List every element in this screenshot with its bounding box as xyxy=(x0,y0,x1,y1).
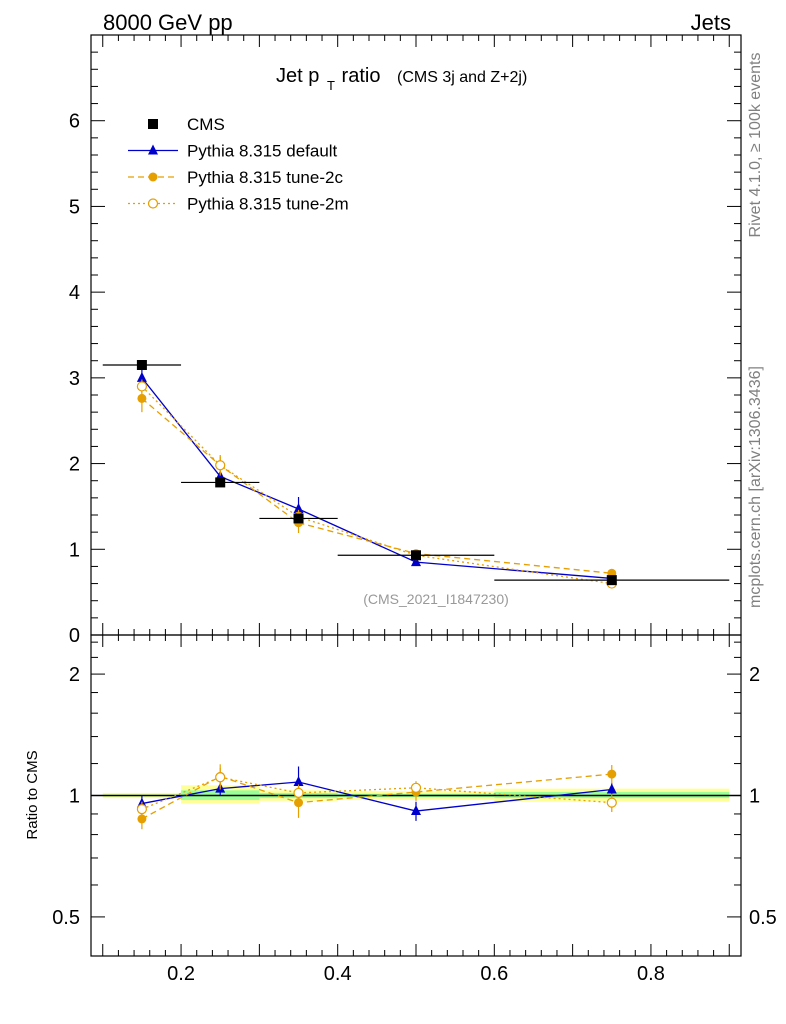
main-panel: 0 1 2 3 4 5 6 (CMS_2021_I1847230) xyxy=(69,34,742,647)
ratio-y-tick-label-right: 1 xyxy=(749,786,760,808)
x-tick-labels: 0.2 0.4 0.6 0.8 xyxy=(167,963,665,985)
ratio-y-tick-label-left: 1 xyxy=(69,786,80,808)
ratio-y-tick-labels: 0.5 0.5 1 1 2 2 xyxy=(52,664,777,929)
data-point xyxy=(136,360,147,370)
ratio-series xyxy=(91,764,741,830)
legend-item: Pythia 8.315 default xyxy=(128,142,338,161)
ratio-axis-ticks xyxy=(91,635,741,957)
title-main: Jet p xyxy=(276,65,319,87)
title-sub: T xyxy=(327,78,335,93)
ratio-series-pythia-8-315-tune-2m xyxy=(136,767,617,817)
legend-item: Pythia 8.315 tune-2m xyxy=(128,195,349,214)
x-tick-label: 0.6 xyxy=(480,963,508,985)
main-y-tick-label: 0 xyxy=(69,625,80,647)
ratio-y-tick-label-right: 0.5 xyxy=(749,907,777,929)
ratio-point xyxy=(607,769,617,779)
title-note: (CMS 3j and Z+2j) xyxy=(397,69,527,86)
legend-label: Pythia 8.315 default xyxy=(187,142,338,161)
data-point xyxy=(136,371,147,382)
ratio-point xyxy=(137,814,147,824)
series-line xyxy=(141,385,612,585)
series-line xyxy=(141,377,612,580)
data-point xyxy=(137,393,147,403)
data-point xyxy=(215,477,226,488)
legend-marker xyxy=(147,198,159,209)
ratio-series-line xyxy=(141,776,612,810)
series-line xyxy=(141,397,612,574)
ratio-point xyxy=(293,787,304,798)
ratio-point xyxy=(606,783,617,794)
main-y-tick-label: 2 xyxy=(69,454,80,476)
ratio-point xyxy=(411,805,421,816)
header-left: 8000 GeV pp xyxy=(103,10,233,35)
legend-label: CMS xyxy=(187,115,225,134)
main-y-tick-label: 3 xyxy=(69,368,80,390)
ratio-panel: 0.5 0.5 1 1 2 2 Ratio to CMS xyxy=(24,634,777,957)
rivet-label: Rivet 4.1.0, ≥ 100k events xyxy=(747,53,764,238)
data-point xyxy=(293,513,304,524)
x-tick-label: 0.8 xyxy=(637,963,665,985)
x-tick-label: 0.4 xyxy=(324,963,352,985)
watermark: (CMS_2021_I1847230) xyxy=(363,591,509,607)
data-point xyxy=(215,460,226,471)
series-pythia-8-315-tune-2c xyxy=(137,384,617,578)
data-point xyxy=(606,575,617,586)
main-y-tick-labels: 0 1 2 3 4 5 6 xyxy=(69,111,80,647)
legend-label: Pythia 8.315 tune-2c xyxy=(187,168,343,187)
legend-marker xyxy=(148,144,158,155)
header-right: Jets xyxy=(691,10,731,35)
ratio-y-axis-label: Ratio to CMS xyxy=(24,750,41,839)
main-y-tick-label: 5 xyxy=(69,196,80,218)
data-point xyxy=(293,503,304,513)
main-series xyxy=(102,360,730,589)
legend: CMS Pythia 8.315 default Pythia 8.315 tune… xyxy=(128,115,349,214)
legend-item: CMS xyxy=(148,115,225,134)
legend-label: Pythia 8.315 tune-2m xyxy=(187,195,349,214)
legend-marker xyxy=(148,119,158,129)
data-point xyxy=(411,550,421,561)
ratio-point xyxy=(294,798,304,808)
ratio-point xyxy=(215,772,226,783)
legend-item: Pythia 8.315 tune-2c xyxy=(128,168,343,187)
ratio-point xyxy=(293,776,304,787)
main-y-tick-label: 4 xyxy=(69,282,80,304)
legend-marker xyxy=(148,172,158,182)
chart-title: Jet p T ratio (CMS 3j and Z+2j) xyxy=(276,65,527,93)
series-pythia-8-315-tune-2m xyxy=(136,379,617,589)
ratio-point xyxy=(410,782,422,793)
main-y-tick-label: 6 xyxy=(69,111,80,133)
x-tick-label: 0.2 xyxy=(167,963,195,985)
main-y-tick-label: 1 xyxy=(69,539,80,561)
ratio-point xyxy=(606,797,617,808)
data-point xyxy=(411,556,421,567)
series-cms xyxy=(102,360,730,586)
ratio-point xyxy=(136,804,148,815)
ratio-y-tick-label-left: 2 xyxy=(69,664,80,686)
series-pythia-8-315-default xyxy=(136,369,617,583)
title-rest: ratio xyxy=(336,65,380,87)
mcplots-label: mcplots.cern.ch [arXiv:1306.3436] xyxy=(747,366,764,608)
data-point xyxy=(136,381,148,392)
ratio-y-tick-label-left: 0.5 xyxy=(52,907,80,929)
ratio-y-tick-label-right: 2 xyxy=(749,664,760,686)
